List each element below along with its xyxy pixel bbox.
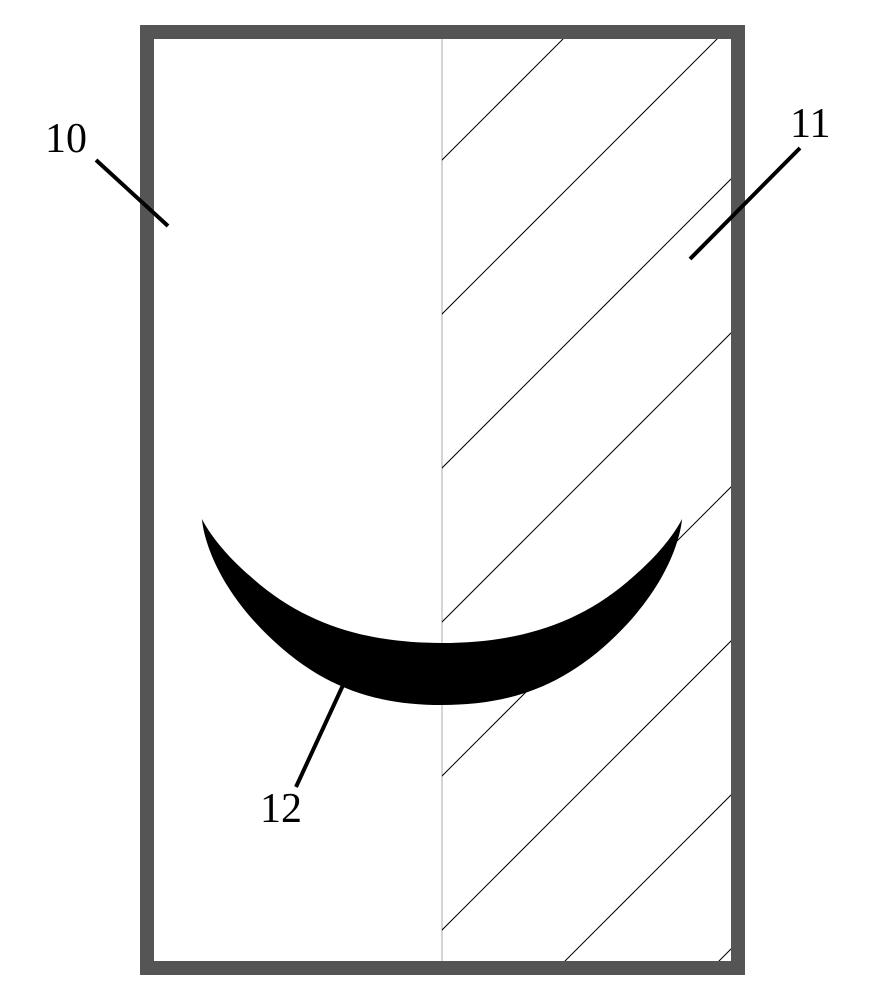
label-12: 12 (260, 785, 302, 833)
diagram-container (140, 25, 745, 975)
diagram-svg (140, 25, 745, 975)
label-11: 11 (790, 100, 830, 148)
label-10: 10 (45, 115, 87, 163)
